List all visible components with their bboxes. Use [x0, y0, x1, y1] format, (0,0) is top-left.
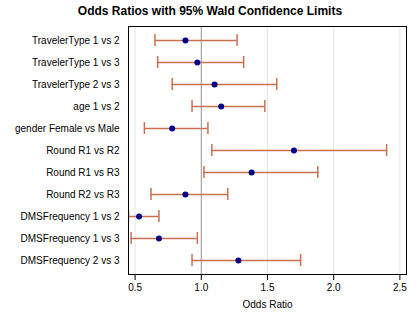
svg-text:2.0: 2.0 [327, 282, 341, 293]
svg-text:TravelerType 1 vs 2: TravelerType 1 vs 2 [32, 35, 120, 46]
svg-text:1.5: 1.5 [261, 282, 275, 293]
svg-text:gender Female vs Male: gender Female vs Male [15, 123, 120, 134]
html-text:Odds Ratios with 95% Wald Conf: Odds Ratios with 95% Wald Confidence Lim… [77, 4, 343, 18]
svg-text:0.5: 0.5 [128, 282, 142, 293]
svg-text:DMSFrequency 1 vs 2: DMSFrequency 1 vs 2 [21, 211, 120, 222]
svg-text:Round R1 vs R2: Round R1 vs R2 [46, 145, 120, 156]
svg-text:TravelerType 2 vs 3: TravelerType 2 vs 3 [32, 79, 120, 90]
svg-text:Round R2 vs R3: Round R2 vs R3 [46, 189, 120, 200]
svg-text:age 1 vs 2: age 1 vs 2 [73, 101, 120, 112]
svg-text:1.0: 1.0 [194, 282, 208, 293]
svg-text:Round R1 vs R3: Round R1 vs R3 [46, 167, 120, 178]
svg-text:DMSFrequency 1 vs 3: DMSFrequency 1 vs 3 [21, 233, 120, 244]
svg-text:DMSFrequency 2 vs 3: DMSFrequency 2 vs 3 [21, 255, 120, 266]
svg-text:TravelerType 1 vs 3: TravelerType 1 vs 3 [32, 57, 120, 68]
svg-text:2.5: 2.5 [393, 282, 407, 293]
svg-text:Odds Ratio: Odds Ratio [242, 299, 292, 310]
